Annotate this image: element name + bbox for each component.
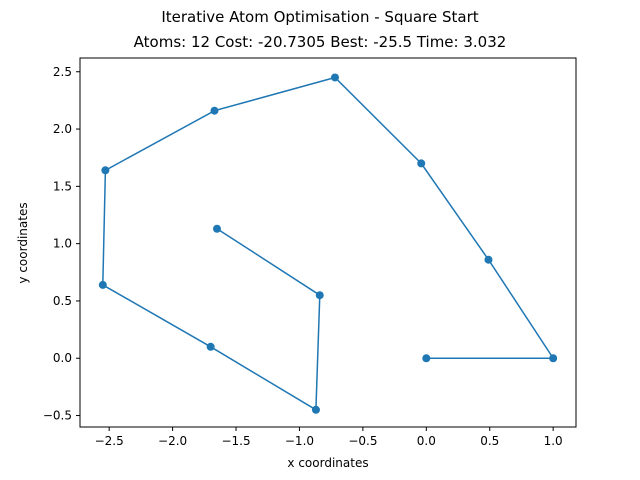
data-point [422,354,431,363]
data-point [206,342,215,351]
x-axis-ticks: −2.5 −2.0 −1.5 −1.0 −0.5 0.0 0.5 1.0 [95,427,563,448]
y-tick-label: 2.0 [53,122,72,136]
chart-subtitle: Atoms: 12 Cost: -20.7305 Best: -25.5 Tim… [134,33,507,51]
plot-area [80,58,576,427]
data-point [484,255,493,264]
y-tick-label: 0.5 [53,294,72,308]
x-tick-label: −0.5 [348,434,377,448]
data-point [213,224,222,233]
data-point [98,280,107,289]
series-layer [98,73,558,414]
data-point [315,291,324,300]
y-tick-label: 1.5 [53,179,72,193]
x-tick-label: −2.0 [158,434,187,448]
x-tick-label: −2.5 [95,434,124,448]
y-axis-label: y coordinates [16,202,30,283]
plot-frame [79,57,577,428]
x-tick-label: 0.0 [417,434,436,448]
x-tick-label: 1.0 [544,434,563,448]
y-tick-label: 1.0 [53,237,72,251]
x-tick-label: −1.0 [285,434,314,448]
chart-title: Iterative Atom Optimisation - Square Sta… [161,8,478,26]
data-point [549,354,558,363]
x-tick-label: 0.5 [480,434,499,448]
y-tick-label: 0.0 [53,351,72,365]
series-line [102,76,555,412]
data-point [417,159,426,168]
data-point [210,106,219,115]
y-tick-label: 2.5 [53,65,72,79]
y-axis-ticks: −0.5 0.0 0.5 1.0 1.5 2.0 2.5 [43,65,80,423]
data-point [101,166,110,175]
data-point [311,405,320,414]
x-tick-label: −1.5 [221,434,250,448]
y-tick-label: −0.5 [43,409,72,423]
data-point [330,73,339,82]
x-axis-label: x coordinates [287,456,368,470]
